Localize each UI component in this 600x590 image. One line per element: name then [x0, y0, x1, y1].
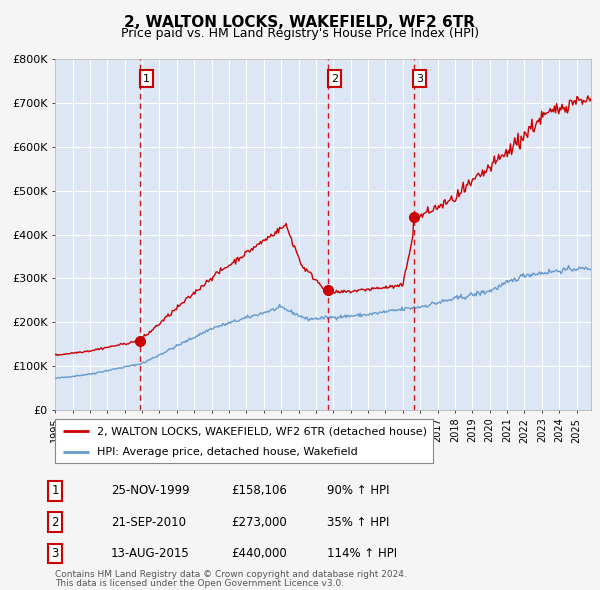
Text: Price paid vs. HM Land Registry's House Price Index (HPI): Price paid vs. HM Land Registry's House …: [121, 27, 479, 40]
Text: This data is licensed under the Open Government Licence v3.0.: This data is licensed under the Open Gov…: [55, 579, 344, 588]
Text: £158,106: £158,106: [231, 484, 287, 497]
Text: 1: 1: [52, 484, 59, 497]
Text: £273,000: £273,000: [231, 516, 287, 529]
Text: £440,000: £440,000: [231, 547, 287, 560]
Text: HPI: Average price, detached house, Wakefield: HPI: Average price, detached house, Wake…: [97, 447, 358, 457]
Text: 3: 3: [416, 74, 423, 84]
Text: 2, WALTON LOCKS, WAKEFIELD, WF2 6TR: 2, WALTON LOCKS, WAKEFIELD, WF2 6TR: [125, 15, 476, 30]
Text: 90% ↑ HPI: 90% ↑ HPI: [327, 484, 389, 497]
Text: 2: 2: [52, 516, 59, 529]
Text: 3: 3: [52, 547, 59, 560]
Text: 114% ↑ HPI: 114% ↑ HPI: [327, 547, 397, 560]
Text: 1: 1: [143, 74, 150, 84]
Text: 13-AUG-2015: 13-AUG-2015: [111, 547, 190, 560]
Text: 2: 2: [331, 74, 338, 84]
Text: 35% ↑ HPI: 35% ↑ HPI: [327, 516, 389, 529]
Text: 2, WALTON LOCKS, WAKEFIELD, WF2 6TR (detached house): 2, WALTON LOCKS, WAKEFIELD, WF2 6TR (det…: [97, 427, 427, 436]
Text: 21-SEP-2010: 21-SEP-2010: [111, 516, 186, 529]
Text: Contains HM Land Registry data © Crown copyright and database right 2024.: Contains HM Land Registry data © Crown c…: [55, 571, 407, 579]
Text: 25-NOV-1999: 25-NOV-1999: [111, 484, 190, 497]
